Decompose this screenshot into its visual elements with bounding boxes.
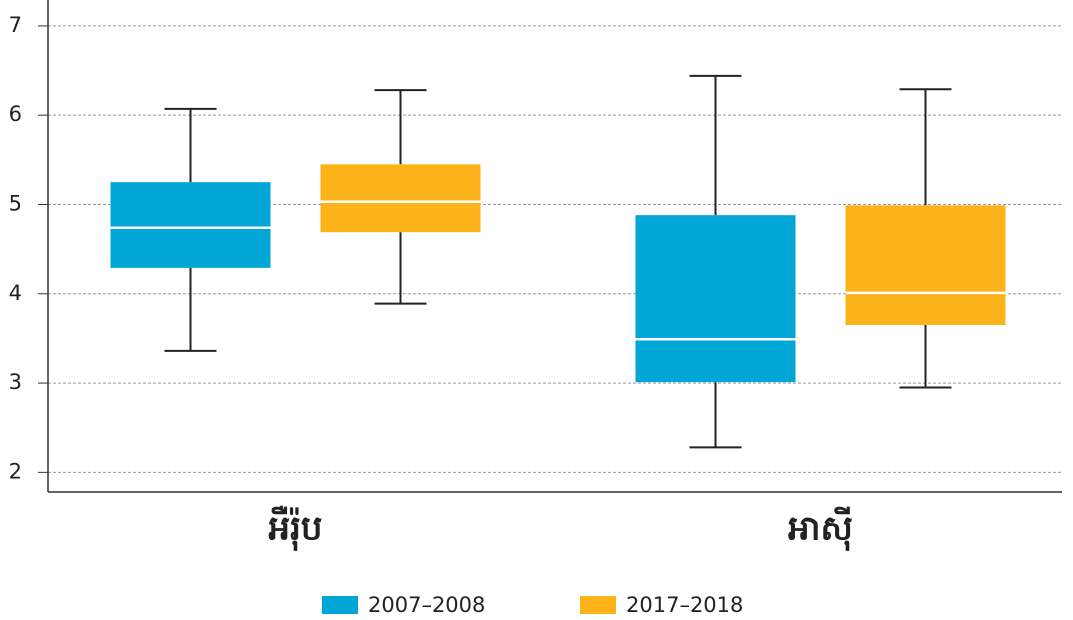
legend-swatch (322, 596, 358, 614)
y-tick-label: 3 (9, 370, 22, 394)
x-tick-label: អាស៊ី (788, 507, 853, 552)
y-tick-label: 6 (9, 102, 22, 126)
box (320, 164, 481, 233)
x-tick-label: អឺរ៉ុប (269, 506, 323, 552)
box (845, 205, 1006, 326)
y-tick-label: 7 (9, 13, 22, 37)
box (110, 182, 271, 268)
y-tick-label: 2 (9, 459, 22, 483)
legend-label: 2017–2018 (626, 593, 743, 617)
legend-label: 2007–2008 (368, 593, 485, 617)
legend-swatch (580, 596, 616, 614)
y-tick-label: 4 (9, 281, 22, 305)
box (635, 215, 796, 383)
y-tick-label: 5 (9, 191, 22, 215)
